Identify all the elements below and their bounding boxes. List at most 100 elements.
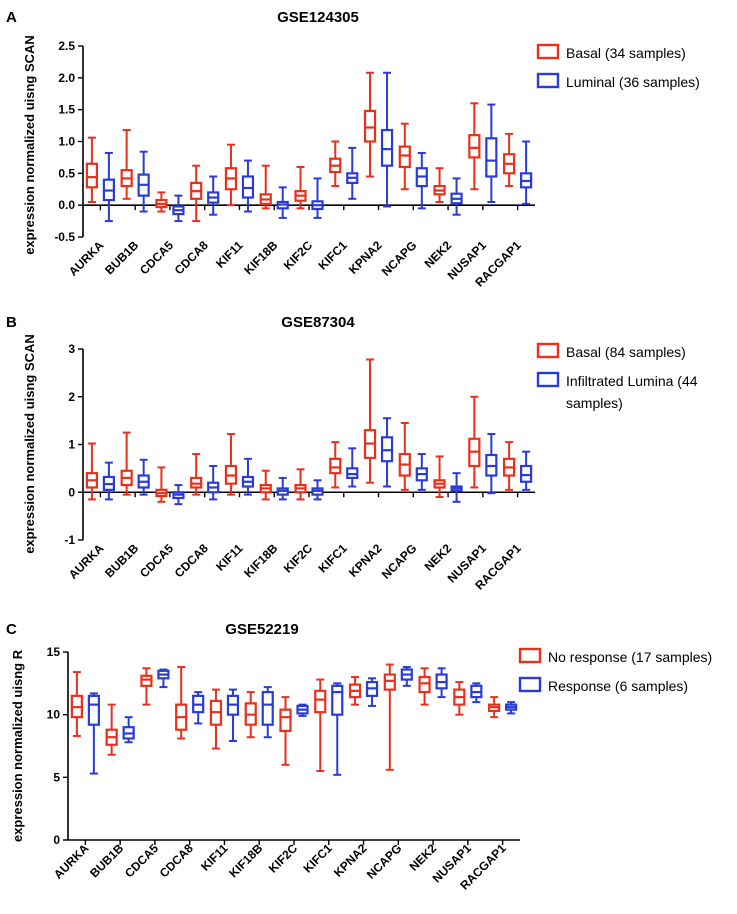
box-kif2c-a bbox=[279, 696, 292, 766]
legend-swatch-first bbox=[518, 647, 542, 664]
box-iqr bbox=[398, 145, 411, 169]
box-iqr bbox=[485, 137, 498, 178]
x-tick-label: NEK2 bbox=[422, 541, 455, 574]
panel-label: A bbox=[6, 9, 17, 26]
x-tick-label: AURKA bbox=[66, 238, 107, 279]
box-racgap1-a bbox=[503, 132, 516, 188]
y-axis-label: expression normalized uisng SCAN bbox=[22, 35, 37, 255]
box-kifc1-b bbox=[346, 447, 359, 488]
chart-title: GSE124305 bbox=[277, 9, 359, 26]
x-tick-label: AURKA bbox=[66, 541, 107, 582]
y-tick-label: 3 bbox=[68, 342, 75, 356]
box-kif11-a bbox=[224, 432, 238, 496]
series-second bbox=[102, 417, 533, 506]
box-racgap1-a bbox=[503, 441, 516, 491]
box-ncapg-b bbox=[400, 666, 413, 687]
series-first bbox=[85, 358, 516, 503]
chart-title: GSE52219 bbox=[225, 621, 298, 638]
box-kif11-a bbox=[209, 688, 223, 750]
box-nek2-a bbox=[433, 455, 446, 499]
panel-b: B GSE87304 expression normalized uisng SCA… bbox=[6, 314, 698, 593]
box-kpna2-a bbox=[363, 71, 377, 178]
box-cdca5-a bbox=[140, 667, 153, 706]
box-aurka-a bbox=[85, 136, 98, 203]
legend-swatch-second bbox=[536, 72, 560, 89]
y-tick-label: 0.5 bbox=[58, 166, 75, 180]
box-cdca8-b bbox=[207, 464, 220, 501]
box-iqr bbox=[314, 689, 327, 714]
box-ncapg-a bbox=[383, 663, 396, 771]
x-tick-label: NEK2 bbox=[422, 238, 455, 271]
box-kpna2-a bbox=[363, 358, 377, 484]
y-tick-label: -1 bbox=[64, 533, 75, 547]
box-ncapg-b bbox=[415, 151, 428, 210]
box-iqr bbox=[363, 109, 377, 143]
x-tick-label: KIFC1 bbox=[315, 541, 350, 576]
box-racgap1-a bbox=[488, 696, 501, 719]
series-second bbox=[87, 666, 518, 776]
x-tick-label: CDCA8 bbox=[172, 541, 211, 580]
x-tick-label: AURKA bbox=[51, 841, 92, 882]
box-kifc1-b bbox=[331, 682, 344, 776]
box-bub1b-a bbox=[120, 129, 133, 200]
y-tick-label: -0.5 bbox=[54, 230, 75, 244]
box-kif2c-b bbox=[296, 703, 309, 717]
x-tick-label: KIF2C bbox=[281, 238, 316, 273]
y-tick-label: 1.5 bbox=[58, 103, 75, 117]
x-tick-label: CDCA5 bbox=[122, 841, 161, 880]
box-iqr bbox=[520, 464, 533, 483]
box-bub1b-a bbox=[120, 431, 133, 496]
box-racgap1-b bbox=[520, 140, 533, 205]
x-tick-label: CDCA8 bbox=[157, 841, 196, 880]
series-second bbox=[102, 71, 533, 223]
box-kpna2-b bbox=[380, 71, 394, 208]
legend-swatch-second bbox=[536, 371, 560, 388]
box-kif18b-a bbox=[259, 469, 272, 501]
box-ncapg-a bbox=[398, 422, 411, 491]
legend-label: Basal (34 samples) bbox=[566, 45, 686, 61]
box-kif11-a bbox=[224, 143, 238, 207]
box-kifc1-a bbox=[329, 441, 342, 489]
box-nusap1-b bbox=[485, 432, 498, 495]
box-iqr bbox=[380, 128, 394, 167]
box-nek2-a bbox=[433, 167, 446, 203]
box-kif18b-a bbox=[244, 691, 257, 739]
y-tick-label: 0.0 bbox=[58, 198, 75, 212]
box-iqr bbox=[87, 694, 100, 726]
box-racgap1-b bbox=[520, 450, 533, 491]
series-first bbox=[70, 663, 501, 773]
y-tick-label: 2.0 bbox=[58, 71, 75, 85]
box-bub1b-b bbox=[137, 150, 150, 213]
box-iqr bbox=[329, 457, 342, 475]
legend-label: Response (6 samples) bbox=[548, 678, 688, 694]
box-bub1b-a bbox=[105, 703, 118, 756]
box-nek2-b bbox=[450, 472, 463, 503]
box-kif2c-b bbox=[311, 479, 324, 501]
y-tick-label: 15 bbox=[47, 645, 61, 659]
x-tick-label: KPNA2 bbox=[346, 541, 385, 580]
x-tick-label: CDCA8 bbox=[172, 238, 211, 277]
x-tick-label: CDCA5 bbox=[137, 541, 176, 580]
box-racgap1-b bbox=[505, 701, 518, 715]
panel-label: B bbox=[6, 314, 17, 331]
x-tick-label: KIF11 bbox=[198, 841, 231, 874]
series-first bbox=[85, 71, 516, 223]
box-kif18b-a bbox=[259, 164, 272, 210]
x-tick-label: NEK2 bbox=[407, 841, 440, 874]
box-aurka-b bbox=[87, 692, 100, 775]
box-nek2-a bbox=[418, 667, 431, 706]
box-ncapg-a bbox=[398, 122, 411, 191]
box-nek2-b bbox=[435, 667, 448, 699]
box-nusap1-a bbox=[468, 395, 481, 489]
x-tick-label: CDCA5 bbox=[137, 238, 176, 277]
box-cdca8-b bbox=[207, 175, 220, 216]
box-cdca5-a bbox=[155, 466, 168, 503]
chart-title: GSE87304 bbox=[281, 314, 355, 331]
x-tick-label: KIF18B bbox=[241, 238, 280, 277]
legend-swatch-second bbox=[518, 676, 542, 693]
y-tick-label: 2.5 bbox=[58, 39, 75, 53]
box-cdca5-a bbox=[155, 191, 168, 213]
box-bub1b-b bbox=[137, 458, 150, 496]
box-aurka-a bbox=[85, 442, 98, 501]
box-kifc1-b bbox=[346, 146, 359, 200]
